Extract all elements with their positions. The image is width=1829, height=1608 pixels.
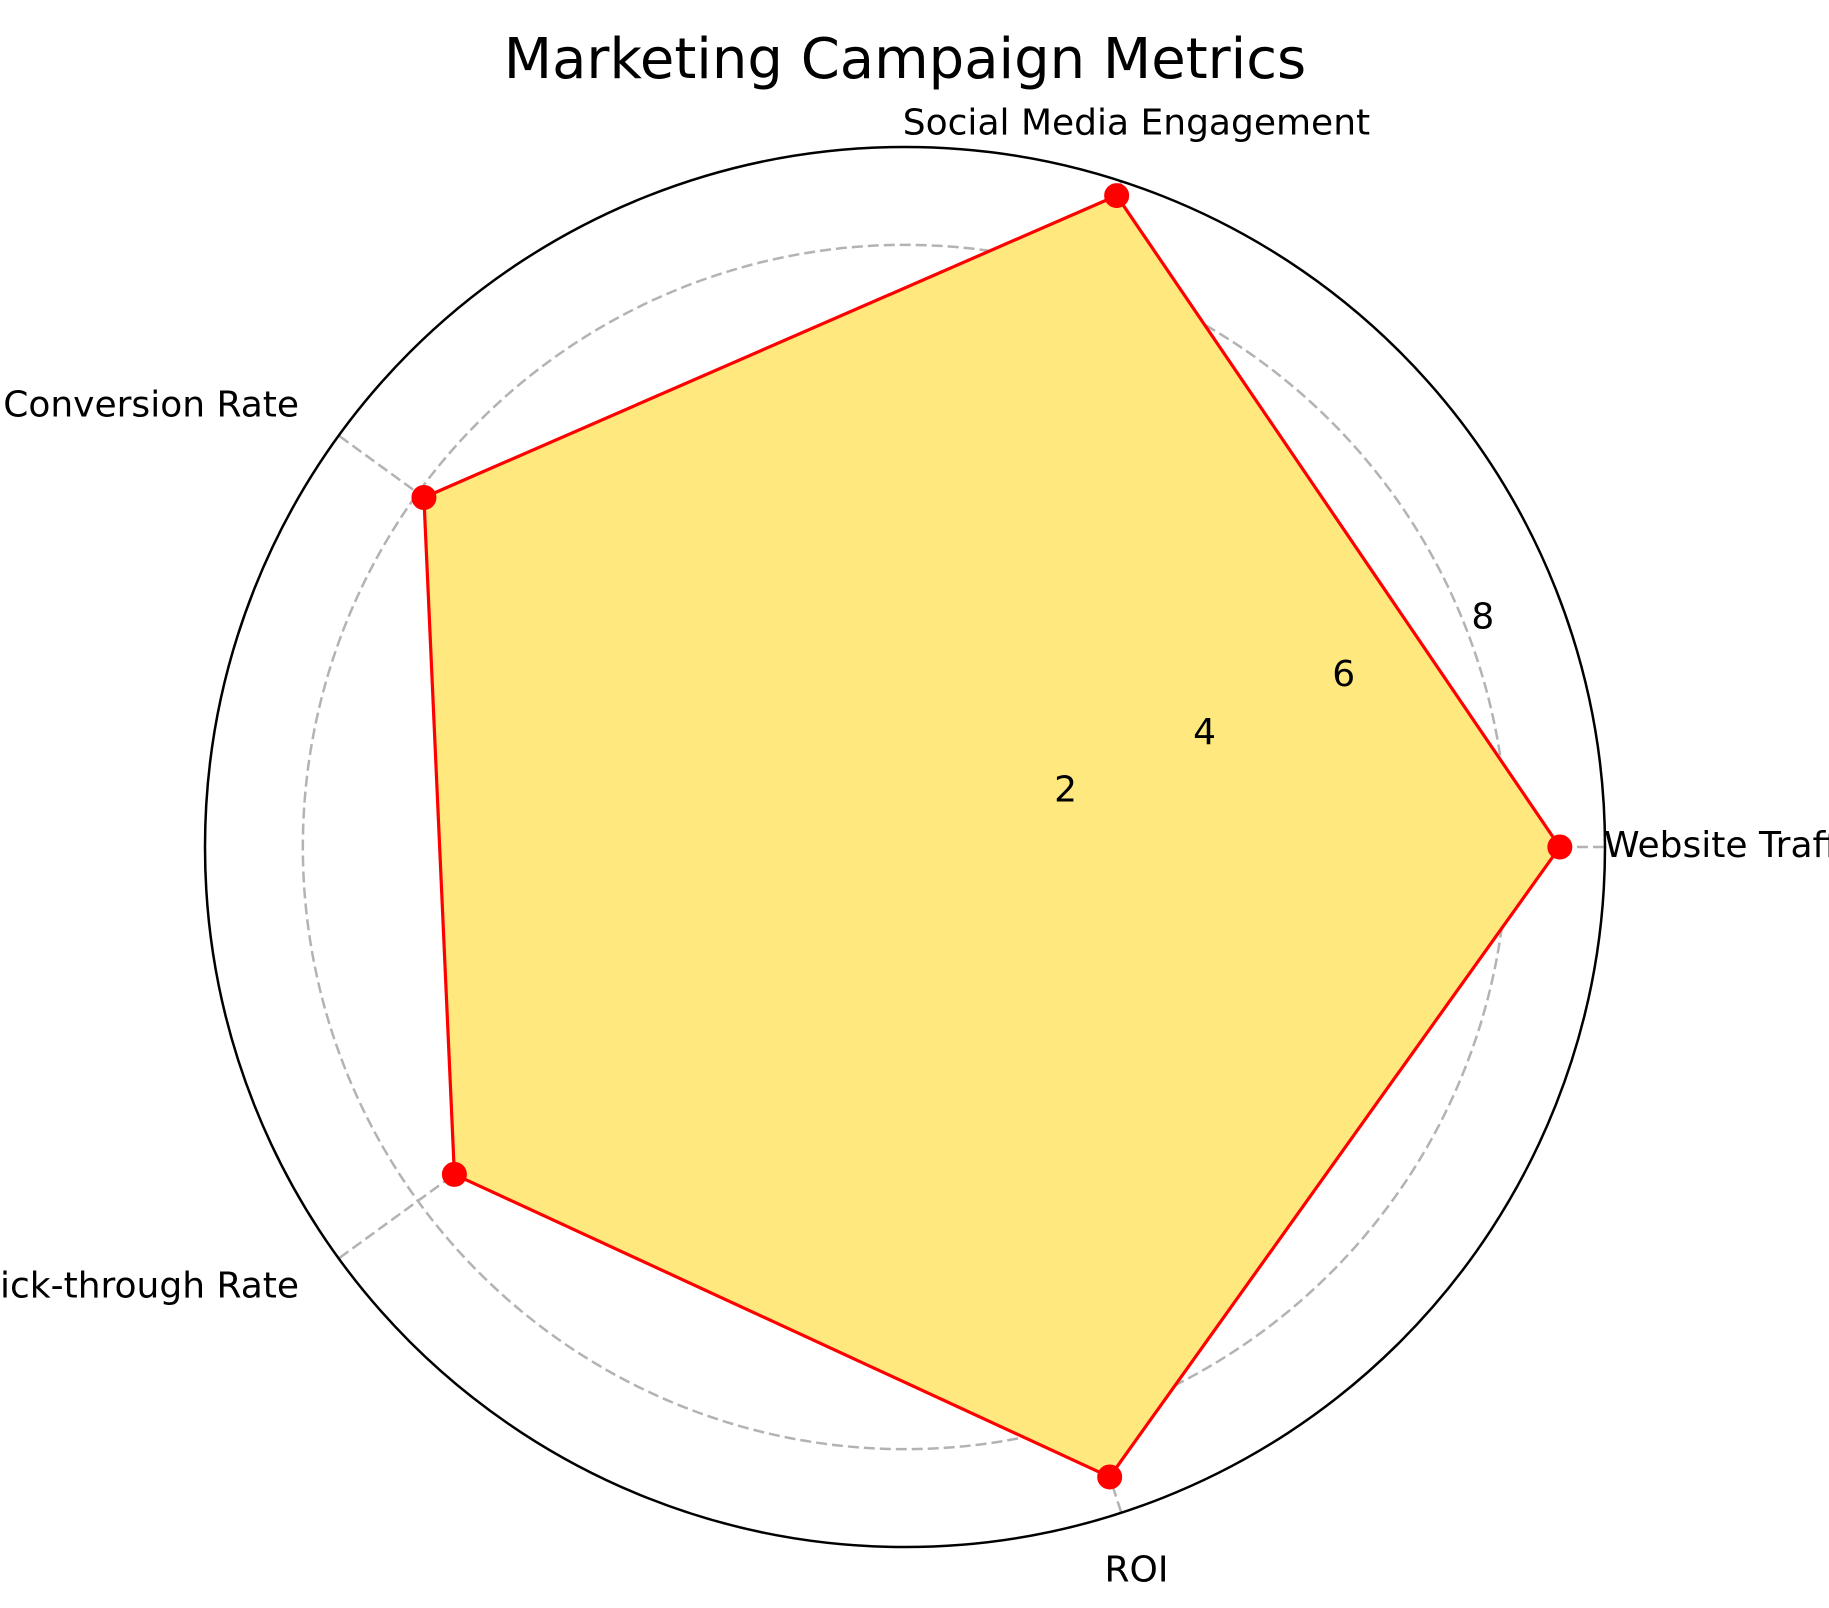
label-layer: 2 4 6 8 Website Traffic Social Media Engageme… bbox=[0, 103, 1829, 1591]
data-point bbox=[1547, 834, 1573, 860]
data-point bbox=[1104, 183, 1130, 209]
series-line bbox=[422, 194, 1562, 1479]
category-label: ROI bbox=[1104, 1549, 1168, 1590]
category-label: Social Media Engagement bbox=[903, 103, 1370, 144]
radial-tick-label: 6 bbox=[1332, 654, 1355, 695]
chart-title: Marketing Campaign Metrics bbox=[504, 27, 1306, 92]
data-point bbox=[1097, 1464, 1123, 1490]
data-point bbox=[441, 1161, 467, 1187]
data-layer bbox=[203, 145, 1607, 1549]
polar-frame bbox=[203, 145, 1607, 1549]
radial-tick-label: 4 bbox=[1193, 712, 1216, 753]
series-area bbox=[423, 195, 1560, 1477]
radial-tick-label: 2 bbox=[1054, 769, 1077, 810]
category-label: Website Traffic bbox=[1604, 825, 1829, 866]
radial-tick-label: 8 bbox=[1471, 597, 1494, 638]
data-point bbox=[411, 484, 437, 510]
category-label: Email Click-through Rate bbox=[0, 1265, 299, 1306]
category-label: Conversion Rate bbox=[3, 385, 299, 426]
